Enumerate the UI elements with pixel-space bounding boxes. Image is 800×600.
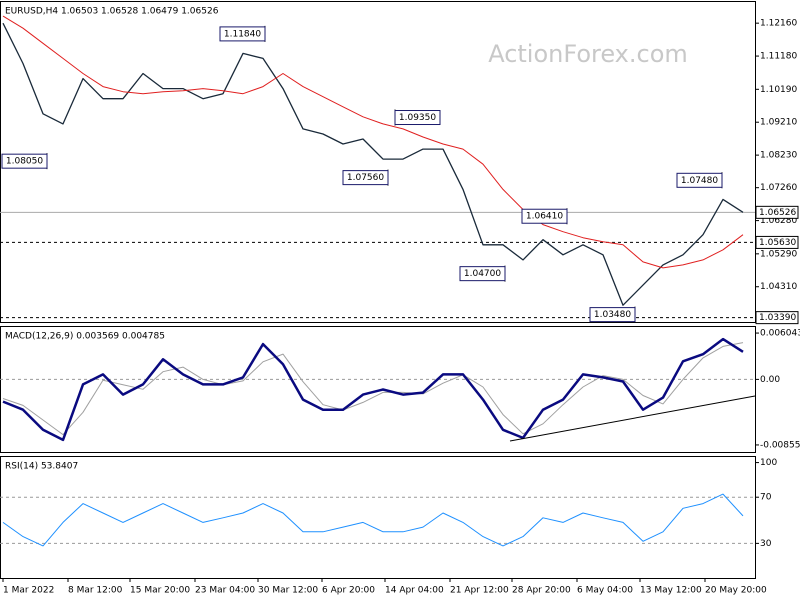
y-tick-label: 0.00 <box>760 375 780 385</box>
annotation-box <box>521 208 568 224</box>
level-label-box <box>755 311 799 325</box>
y-tick-label: 1.07260 <box>760 183 797 193</box>
y-tick-label: -0.008552 <box>760 440 800 450</box>
annotation-label: 1.11840 <box>224 29 261 39</box>
y-tick-label: 1.05290 <box>760 249 797 259</box>
y-tick-label: 1.12160 <box>760 19 797 29</box>
annotation-label: 1.04700 <box>464 269 501 279</box>
x-tick-label: 6 Apr 20:00 <box>322 586 375 596</box>
y-tick-label: 0.006043 <box>760 329 800 339</box>
y-tick-label: 1.11180 <box>760 52 797 62</box>
annotation-box <box>342 170 389 186</box>
annotation-box <box>676 172 723 188</box>
y-tick-label: 1.04310 <box>760 282 797 292</box>
annotation-label: 1.07480 <box>681 176 718 186</box>
series-line <box>2 22 744 306</box>
annotation-label: 1.07560 <box>347 173 384 183</box>
panel-frame <box>0 326 756 453</box>
annotation-box <box>589 307 636 323</box>
x-tick-label: 30 Mar 12:00 <box>258 586 318 596</box>
trend-line <box>509 395 756 442</box>
last-price-label: 1.06526 <box>759 208 796 218</box>
level-label: 1.05630 <box>759 238 796 248</box>
y-tick-label: 1.10190 <box>760 85 797 95</box>
panel-frame <box>0 456 756 579</box>
panel-title: RSI(14) 53.8407 <box>5 462 78 472</box>
series-line <box>2 342 744 436</box>
level-label-box <box>755 235 799 249</box>
annotation-label: 1.03480 <box>594 310 631 320</box>
panel-title: EURUSD,H4 1.06503 1.06528 1.06479 1.0652… <box>5 7 219 17</box>
series-line <box>2 493 744 547</box>
y-tick-label: 1.09210 <box>760 118 797 128</box>
level-label: 1.03390 <box>759 313 796 323</box>
y-tick-label: 100 <box>760 458 777 468</box>
annotation-label: 1.06410 <box>526 212 563 222</box>
x-tick-label: 6 May 04:00 <box>577 586 633 596</box>
x-tick-label: 21 Apr 12:00 <box>450 586 509 596</box>
annotation-box <box>459 266 506 282</box>
y-tick-label: 1.08230 <box>760 151 797 161</box>
x-tick-label: 23 Mar 04:00 <box>195 586 255 596</box>
last-price-box <box>755 205 799 219</box>
series-line <box>2 337 744 442</box>
x-tick-label: 1 Mar 2022 <box>3 586 54 596</box>
annotation-label: 1.09350 <box>399 113 436 123</box>
y-tick-label: 30 <box>760 539 772 549</box>
annotation-box <box>1 153 48 169</box>
x-tick-label: 15 Mar 20:00 <box>130 586 190 596</box>
x-tick-label: 28 Apr 20:00 <box>512 586 571 596</box>
series-line <box>2 15 744 269</box>
x-tick-label: 20 May 20:00 <box>705 586 767 596</box>
panel-frame <box>0 1 756 323</box>
annotation-box <box>219 26 266 42</box>
x-tick-label: 14 Apr 04:00 <box>385 586 444 596</box>
annotation-label: 1.08050 <box>6 157 43 167</box>
panel-title: MACD(12,26,9) 0.003569 0.004785 <box>5 332 165 342</box>
y-tick-label: 1.06280 <box>760 216 797 226</box>
watermark: ActionForex.com <box>488 40 688 68</box>
x-tick-label: 13 May 12:00 <box>640 586 702 596</box>
x-tick-label: 8 Mar 12:00 <box>68 586 123 596</box>
y-tick-label: 70 <box>760 493 772 503</box>
annotation-box <box>394 110 441 126</box>
